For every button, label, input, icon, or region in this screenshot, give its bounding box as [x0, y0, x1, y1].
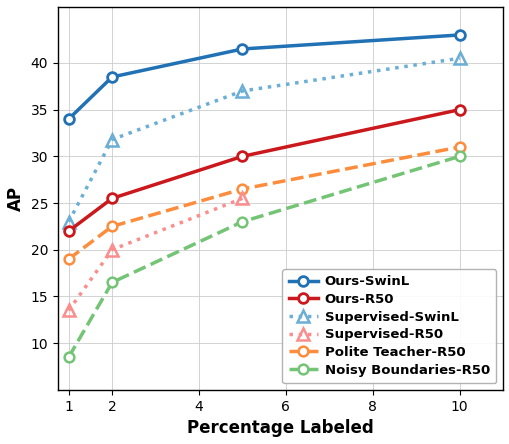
- X-axis label: Percentage Labeled: Percentage Labeled: [187, 419, 373, 437]
- Polite Teacher-R50: [109, 224, 115, 229]
- Polite Teacher-R50: [239, 186, 245, 192]
- Line: Polite Teacher-R50: Polite Teacher-R50: [64, 142, 464, 264]
- Supervised-SwinL: [66, 219, 72, 224]
- Supervised-R50: [66, 308, 72, 313]
- Polite Teacher-R50: [66, 256, 72, 262]
- Legend: Ours-SwinL, Ours-R50, Supervised-SwinL, Supervised-R50, Polite Teacher-R50, Nois: Ours-SwinL, Ours-R50, Supervised-SwinL, …: [282, 269, 495, 383]
- Noisy Boundaries-R50: [456, 154, 462, 159]
- Supervised-R50: [239, 196, 245, 201]
- Ours-R50: [66, 228, 72, 234]
- Line: Noisy Boundaries-R50: Noisy Boundaries-R50: [64, 151, 464, 362]
- Noisy Boundaries-R50: [239, 219, 245, 224]
- Ours-SwinL: [239, 46, 245, 52]
- Ours-SwinL: [66, 116, 72, 122]
- Line: Ours-R50: Ours-R50: [64, 105, 464, 236]
- Ours-R50: [239, 154, 245, 159]
- Supervised-R50: [109, 247, 115, 252]
- Ours-SwinL: [456, 32, 462, 38]
- Supervised-SwinL: [239, 88, 245, 94]
- Noisy Boundaries-R50: [66, 354, 72, 360]
- Line: Ours-SwinL: Ours-SwinL: [64, 30, 464, 124]
- Line: Supervised-SwinL: Supervised-SwinL: [63, 53, 464, 227]
- Ours-R50: [456, 107, 462, 112]
- Ours-R50: [109, 196, 115, 201]
- Y-axis label: AP: AP: [7, 186, 25, 211]
- Supervised-SwinL: [456, 56, 462, 61]
- Line: Supervised-R50: Supervised-R50: [63, 193, 247, 316]
- Polite Teacher-R50: [456, 144, 462, 150]
- Ours-SwinL: [109, 74, 115, 79]
- Supervised-SwinL: [109, 137, 115, 142]
- Noisy Boundaries-R50: [109, 280, 115, 285]
